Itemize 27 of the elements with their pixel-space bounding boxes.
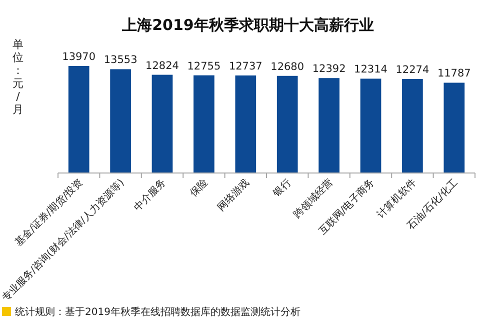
x-tick-label: 保险: [187, 176, 210, 200]
data-label: 11787: [437, 68, 471, 80]
bar: [152, 74, 173, 173]
bar: [68, 66, 90, 173]
bar: [235, 75, 256, 173]
x-tick-label: 中介服务: [132, 176, 168, 214]
data-label: 13970: [62, 51, 96, 63]
bar: [444, 82, 465, 173]
bar: [360, 78, 382, 173]
data-label: 12737: [228, 60, 262, 72]
chart-title: 上海2019年秋季求职期十大高薪行业: [121, 16, 374, 34]
text: 统计规则：基于2019年秋季在线招聘数据库的数据监测统计分析: [15, 306, 300, 318]
data-label: 12274: [396, 64, 430, 76]
bar: [110, 69, 131, 173]
x-tick-label: 银行: [270, 177, 294, 200]
bar: [276, 76, 298, 173]
bar: [402, 78, 423, 173]
bar: [318, 78, 340, 173]
data-label: 12824: [146, 60, 180, 72]
x-tick-label: 网络游戏: [215, 176, 252, 214]
data-label: 12755: [187, 60, 221, 72]
data-label: 13553: [104, 54, 138, 66]
data-label: 12680: [270, 60, 304, 73]
data-label: 12392: [312, 63, 346, 76]
y-axis-title: 单位：元/月: [12, 38, 24, 116]
bar: [194, 75, 214, 173]
data-label: 12314: [354, 64, 388, 76]
